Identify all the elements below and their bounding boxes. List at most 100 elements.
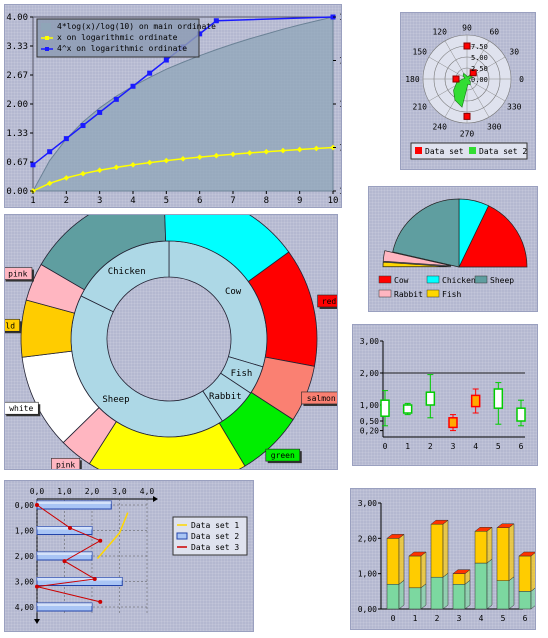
y-tick-label: 2,00: [15, 552, 34, 561]
box-chart: 0,200,50 1,00 2,00 3,00 0 1 2 3 4 5 6: [360, 337, 526, 451]
inner-ring-label: Chicken: [108, 267, 146, 277]
angle-tick-label: 60: [489, 28, 499, 37]
legend-entry-label: x on logarithmic ordinate: [57, 33, 178, 42]
data-set-3-marker: [35, 584, 39, 589]
outer-ring-slice: [164, 215, 290, 282]
legend-entry-label: 4*log(x)/log(10) on main ordinate: [57, 22, 216, 31]
linear-series-marker: [113, 164, 120, 171]
legend-entry-label: Rabbit: [394, 290, 423, 299]
data-set-1-marker: [452, 75, 460, 83]
linear-series-marker: [80, 170, 86, 177]
bar-side: [464, 579, 471, 610]
polar-spoke: [444, 40, 468, 80]
legend-swatch: [176, 532, 188, 540]
ring-chart: CowFishRabbitSheepChickenredsalmongreeny…: [5, 215, 337, 469]
legend-entry-label: Data set 1: [425, 147, 473, 156]
outer-ring-label: white: [9, 404, 33, 413]
x-tick-label: 9: [297, 196, 302, 206]
data-set-3-marker: [62, 559, 67, 564]
x-tick-label: 2: [64, 196, 69, 206]
linear-series-marker: [130, 161, 136, 168]
x-tick-label: 4,0: [140, 487, 155, 496]
left-tick-label: 4.00: [6, 13, 28, 23]
x-tick-label: 8: [264, 196, 269, 206]
legend-entry-label: Cow: [394, 276, 409, 285]
data-set-3-marker: [92, 576, 97, 581]
outer-label-box: [265, 448, 301, 462]
x-tick-label: 10: [328, 196, 339, 206]
outer-ring-label: gold: [4, 321, 15, 330]
bar-front: [408, 587, 422, 610]
linear-series-marker: [263, 148, 270, 155]
bar-front: [408, 555, 422, 589]
x-tick-label: 1: [30, 196, 35, 206]
bar-highlight: [37, 501, 112, 504]
y-tick-label: 0,20: [360, 427, 379, 436]
angle-tick-label: 30: [509, 48, 519, 57]
y-axis-arrow: [34, 619, 40, 624]
angle-tick-label: 120: [432, 28, 447, 37]
y-tick-label: 3,00: [15, 578, 34, 587]
x-tick-label: 3: [451, 442, 456, 451]
data-set-3-marker: [68, 525, 72, 530]
horizontal-chart: 0,0 1,0 2,0 3,0 4,0 0,00 1,00 2,00 3,00 4,00 Data …: [15, 487, 248, 624]
power-series-marker: [63, 136, 69, 142]
radius-tick-label: 5.00: [471, 54, 488, 62]
angle-tick-label: 300: [487, 122, 502, 131]
x-tick-label: 7: [230, 196, 235, 206]
legend-swatch: [378, 289, 392, 298]
x-tick-label: 2,0: [85, 487, 100, 496]
half-pie-chart: Cow Chicken Sheep Rabbit Fish: [378, 198, 528, 299]
legend-entry-label: Data set 1: [191, 521, 239, 530]
outer-ring-label: green: [271, 451, 295, 460]
y-tick-label: 3,00: [358, 499, 377, 508]
x-tick-label: 5: [501, 614, 506, 623]
data-set-1-marker: [469, 69, 477, 77]
bar-front: [430, 523, 444, 578]
x-tick-label: 6: [519, 442, 524, 451]
bar-front: [518, 555, 532, 592]
box-body: [402, 404, 413, 414]
left-tick-label: 2.67: [6, 71, 28, 81]
power-series-marker: [97, 109, 103, 115]
bar-side: [420, 551, 427, 589]
outer-label-box: [317, 294, 337, 308]
bar-side: [398, 579, 405, 610]
right-tick-label: 10: [339, 144, 342, 154]
bar-top: [430, 519, 449, 525]
bar-top: [518, 551, 535, 557]
x-tick-label: 3,0: [112, 487, 127, 496]
bar-front: [496, 580, 510, 610]
data-set-1-line: [96, 512, 129, 560]
inner-ring-label: Fish: [231, 369, 253, 379]
inner-ring-label: Rabbit: [209, 392, 242, 402]
angle-tick-label: 210: [413, 102, 428, 111]
legend-entry-label: 4^x on logarithmic ordinate: [57, 44, 187, 53]
x-tick-label: 0: [391, 614, 396, 623]
bar-front: [452, 584, 466, 610]
right-tick-label: 10000: [339, 13, 342, 23]
outer-ring-label: red: [322, 297, 337, 306]
legend-box: [36, 18, 200, 58]
outer-ring-slice: [20, 299, 75, 358]
polar-spoke: [428, 56, 468, 80]
bar-front: [452, 573, 466, 585]
half-pie-panel: Cow Chicken Sheep Rabbit Fish: [368, 186, 538, 312]
x-tick-label: 5: [164, 196, 169, 206]
y-tick-label: 1,00: [358, 570, 377, 579]
box-body: [470, 394, 481, 408]
angle-tick-label: 90: [462, 23, 472, 32]
angle-tick-label: 330: [507, 102, 522, 111]
box-chart-panel: 0,20 0,50 1,00 2,00 3,00 0 1 2 3 4 5 6: [352, 324, 538, 466]
inner-ring-label: Cow: [225, 287, 242, 297]
left-tick-label: 2.00: [6, 100, 28, 110]
linear-series-marker: [63, 175, 70, 181]
data-set-3-marker: [98, 599, 103, 604]
bar-side: [442, 519, 449, 578]
radius-tick-label: 0.00: [471, 76, 488, 84]
x-tick-label: 6: [197, 196, 202, 206]
legend-entry-label: Sheep: [490, 276, 514, 285]
legend-swatch-area: [41, 23, 51, 31]
power-series-marker: [213, 18, 219, 24]
power-series-marker: [30, 162, 36, 168]
